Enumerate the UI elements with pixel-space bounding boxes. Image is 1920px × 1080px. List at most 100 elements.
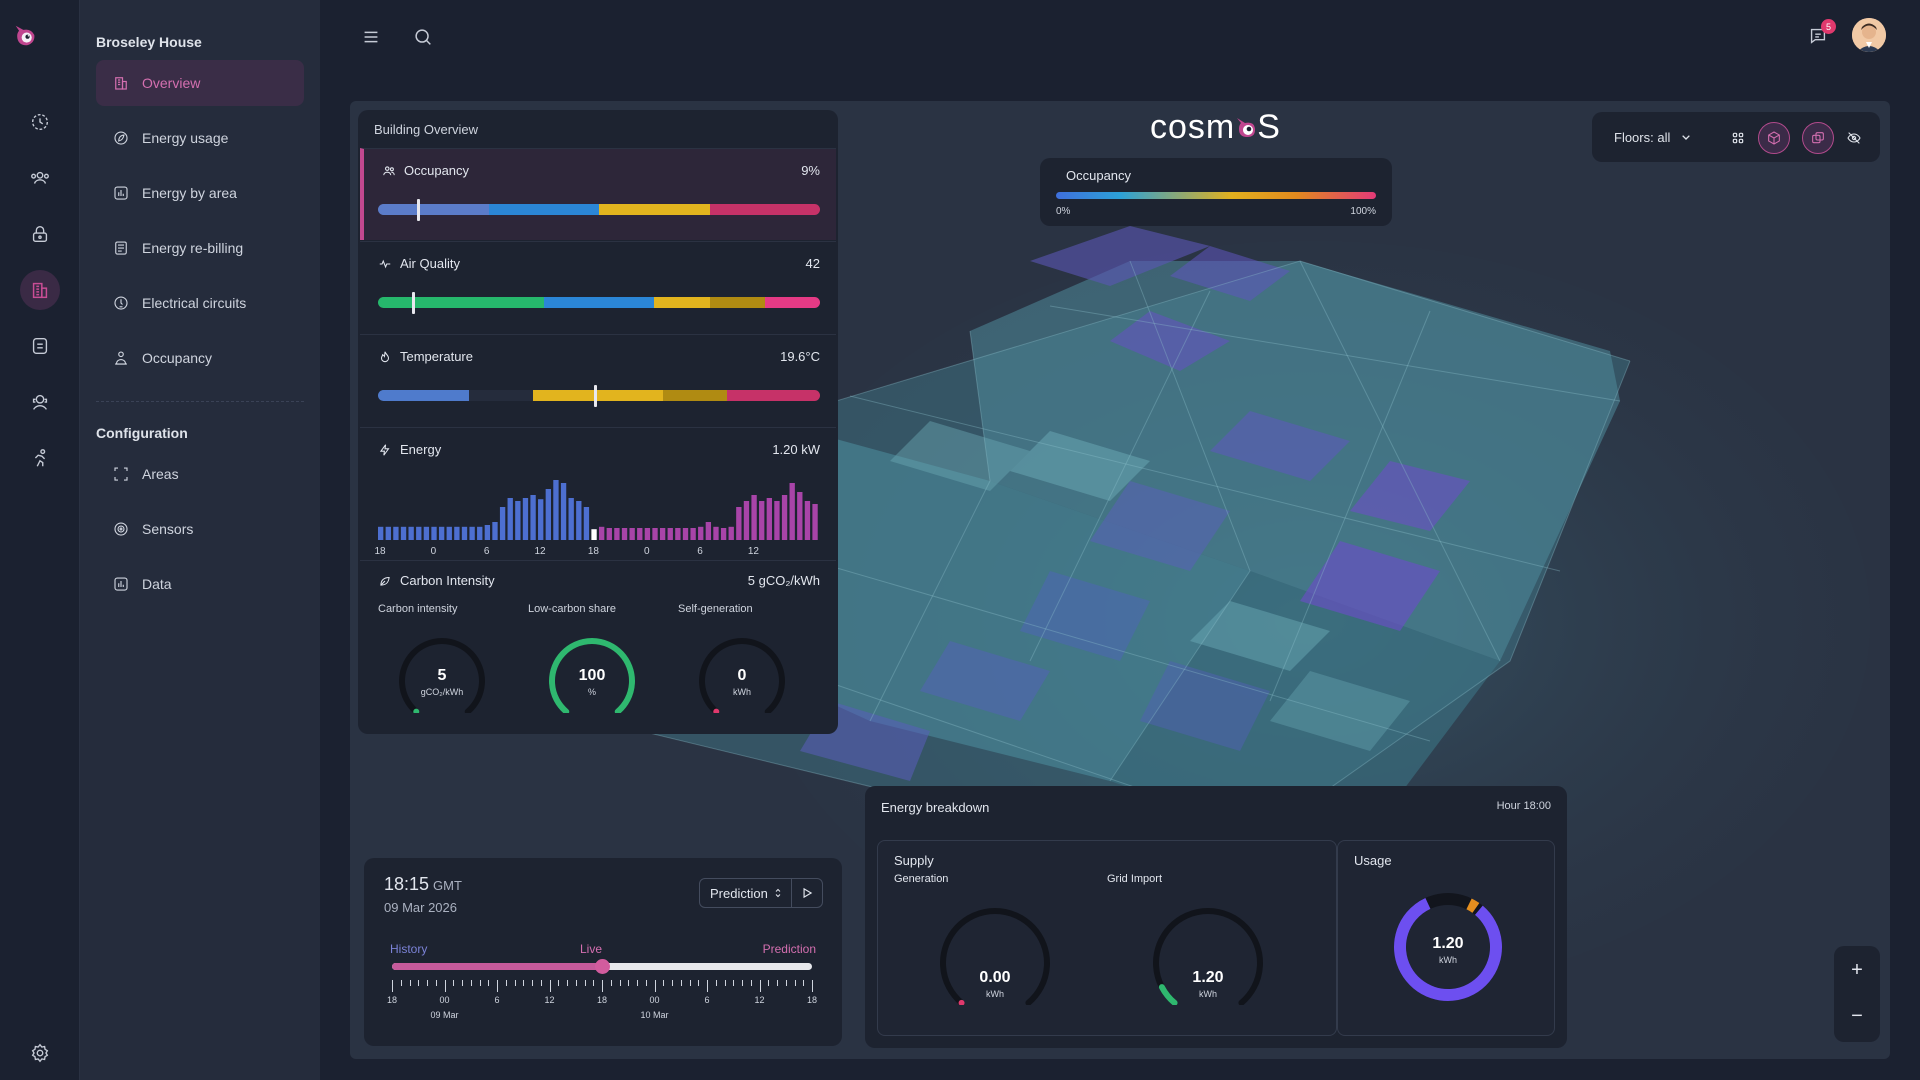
menu-item-sensors[interactable]: Sensors <box>96 506 304 552</box>
energy-bar <box>507 498 513 540</box>
menu-item-occupancy[interactable]: Occupancy <box>96 335 304 381</box>
current-time: 18:15 <box>384 874 430 894</box>
energy-bar <box>751 495 757 540</box>
energy-bar <box>400 526 407 540</box>
energy-bar <box>728 526 734 540</box>
circuit-icon <box>114 296 128 310</box>
energy-bar <box>553 480 559 540</box>
energy-tick-label: 0 <box>431 546 437 557</box>
timeline-tick <box>645 980 647 986</box>
metric-temperature[interactable]: Temperature 19.6°C <box>360 334 836 426</box>
menu-item-data[interactable]: Data <box>96 561 304 607</box>
menu-divider <box>96 401 304 402</box>
energy-tick-label: 0 <box>644 546 650 557</box>
timeline-hour-label: 18 <box>596 995 608 1005</box>
gauge-value: 5 <box>437 667 447 684</box>
floors-dropdown[interactable]: Floors: all <box>1614 129 1694 145</box>
notification-badge: 5 <box>1821 19 1836 34</box>
menu-item-label: Overview <box>142 75 201 91</box>
metric-value: 1.20 kW <box>772 442 820 457</box>
cosmos-eye-icon <box>1235 108 1257 137</box>
history-icon[interactable] <box>20 102 60 142</box>
timeline-day-label: 10 Mar <box>640 1010 669 1020</box>
menu-item-electrical-circuits[interactable]: Electrical circuits <box>96 280 304 326</box>
energy-bar <box>522 498 529 540</box>
history-label: History <box>390 942 428 956</box>
timeline-tick <box>672 980 673 986</box>
energy-bar <box>530 495 536 540</box>
temperature-scale-bar <box>378 390 820 401</box>
energy-bar <box>454 526 460 540</box>
brand-text-right: S <box>1257 108 1281 146</box>
energy-bar <box>629 528 635 540</box>
cosmos-logo-icon[interactable] <box>14 24 66 76</box>
menu-item-energy-by-area[interactable]: Energy by area <box>96 170 304 216</box>
timeline-tick <box>400 980 402 986</box>
occupancy-marker <box>416 199 420 221</box>
menu-item-overview[interactable]: Overview <box>96 60 304 106</box>
metric-value: 19.6°C <box>780 349 820 364</box>
people-icon <box>115 351 127 365</box>
settings-icon[interactable] <box>20 1033 60 1073</box>
config-title: Configuration <box>96 425 188 441</box>
low-carbon-share-gauge: 100 % <box>542 633 642 715</box>
metric-occupancy[interactable]: Occupancy 9% <box>360 148 836 240</box>
lock-icon[interactable] <box>20 214 60 254</box>
metric-carbon-intensity[interactable]: Carbon Intensity 5 gCO₂/kWh <box>360 560 836 730</box>
timeline-tick <box>435 980 437 986</box>
menu-item-energy-usage[interactable]: Energy usage <box>96 115 304 161</box>
zoom-in-button[interactable]: + <box>1851 958 1863 981</box>
live-label: Live <box>580 942 603 956</box>
timeline-tick <box>742 980 743 986</box>
timeline-tick <box>479 980 481 986</box>
icon-rail <box>0 0 80 1080</box>
grid-view-icon[interactable] <box>1722 122 1754 154</box>
energy-bar <box>804 501 811 540</box>
activity-icon[interactable] <box>20 438 60 478</box>
play-button[interactable] <box>792 886 822 900</box>
usage-donut-chart <box>1394 893 1502 1001</box>
timeline-tick <box>759 980 761 992</box>
menu-item-label: Areas <box>142 466 179 482</box>
building-icon <box>115 77 127 90</box>
energy-bar <box>621 528 628 540</box>
timeline-tick <box>750 980 752 986</box>
layers-icon[interactable] <box>1802 122 1834 154</box>
generation-value: 0.00 <box>979 969 1011 986</box>
leaf-icon <box>114 131 128 145</box>
metric-air-quality[interactable]: Air Quality 42 <box>360 241 836 333</box>
building-icon[interactable] <box>20 270 60 310</box>
3d-cube-icon[interactable] <box>1758 122 1790 154</box>
menu-item-energy-re-billing[interactable]: Energy re-billing <box>96 225 304 271</box>
metric-energy[interactable]: Energy 1.20 kW 18 0 6 12 18 0 6 12 <box>360 427 836 559</box>
energy-bar <box>385 526 391 540</box>
user-avatar[interactable] <box>1852 18 1886 52</box>
generation-unit: kWh <box>986 989 1004 999</box>
energy-tick-label: 6 <box>484 546 490 557</box>
energy-bar <box>591 529 597 540</box>
timeline-tick <box>593 980 595 986</box>
document-icon[interactable] <box>20 326 60 366</box>
timeline-tick <box>680 980 682 986</box>
zoom-out-button[interactable]: − <box>1851 1004 1863 1027</box>
search-icon[interactable] <box>410 24 436 50</box>
air-quality-scale-bar <box>378 297 820 308</box>
menu-item-label: Energy by area <box>142 185 237 201</box>
timeline-tick <box>698 980 700 986</box>
energy-bar <box>515 501 521 540</box>
timeline-tick <box>470 980 472 986</box>
support-icon[interactable] <box>20 382 60 422</box>
mode-select[interactable]: Prediction <box>699 878 823 908</box>
timeline-tick <box>733 980 735 986</box>
energy-bar <box>545 489 551 540</box>
hide-icon[interactable] <box>1838 122 1870 154</box>
gauge-dot <box>958 999 965 1005</box>
timeline-hour-label: 6 <box>704 995 710 1005</box>
energy-bar <box>492 522 498 540</box>
gauge-unit: gCO₂/kWh <box>420 687 464 697</box>
energy-bar <box>560 483 567 540</box>
menu-item-areas[interactable]: Areas <box>96 451 304 497</box>
users-icon[interactable] <box>20 158 60 198</box>
hamburger-menu-icon[interactable] <box>358 24 384 50</box>
timeline-handle[interactable] <box>595 959 610 974</box>
